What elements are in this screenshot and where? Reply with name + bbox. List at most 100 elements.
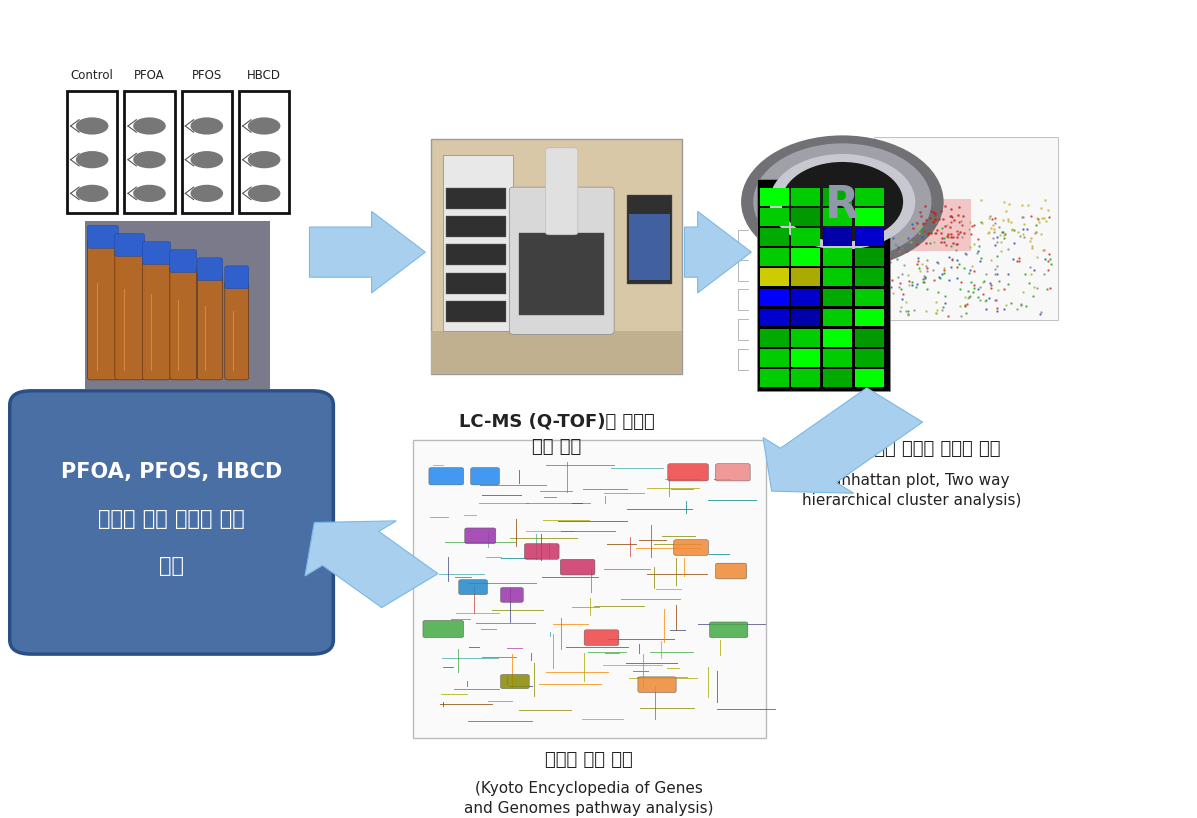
Ellipse shape xyxy=(75,151,109,169)
Ellipse shape xyxy=(248,151,280,169)
Ellipse shape xyxy=(190,151,223,169)
Text: PFOA: PFOA xyxy=(134,69,165,82)
FancyBboxPatch shape xyxy=(445,216,506,237)
FancyBboxPatch shape xyxy=(791,369,820,387)
Text: LC-MS (Q-TOF)를 이용한
시료 분석: LC-MS (Q-TOF)를 이용한 시료 분석 xyxy=(458,413,655,456)
FancyBboxPatch shape xyxy=(824,268,852,286)
FancyBboxPatch shape xyxy=(445,272,506,294)
FancyBboxPatch shape xyxy=(445,188,506,209)
FancyBboxPatch shape xyxy=(198,258,223,281)
Text: (Manhattan plot, Two way
hierarchical cluster analysis): (Manhattan plot, Two way hierarchical cl… xyxy=(802,473,1021,508)
FancyBboxPatch shape xyxy=(423,620,463,638)
FancyBboxPatch shape xyxy=(85,221,271,389)
FancyBboxPatch shape xyxy=(458,580,487,595)
FancyBboxPatch shape xyxy=(674,540,709,555)
FancyBboxPatch shape xyxy=(87,240,119,380)
FancyBboxPatch shape xyxy=(855,329,883,347)
FancyBboxPatch shape xyxy=(627,195,672,285)
FancyBboxPatch shape xyxy=(716,464,751,481)
Circle shape xyxy=(741,136,943,268)
FancyBboxPatch shape xyxy=(431,138,682,374)
FancyBboxPatch shape xyxy=(584,630,619,645)
Text: 노출에 대한 잠재적 독성: 노출에 대한 잠재적 독성 xyxy=(98,509,245,528)
FancyBboxPatch shape xyxy=(824,208,852,226)
FancyBboxPatch shape xyxy=(791,208,820,226)
Polygon shape xyxy=(762,388,923,493)
Ellipse shape xyxy=(248,185,280,202)
FancyBboxPatch shape xyxy=(182,92,232,213)
FancyBboxPatch shape xyxy=(67,92,117,213)
FancyBboxPatch shape xyxy=(760,289,789,306)
Text: Control: Control xyxy=(71,69,114,82)
FancyBboxPatch shape xyxy=(824,188,852,205)
FancyBboxPatch shape xyxy=(413,440,766,738)
FancyBboxPatch shape xyxy=(855,188,883,205)
FancyBboxPatch shape xyxy=(500,587,523,602)
FancyBboxPatch shape xyxy=(791,228,820,246)
FancyBboxPatch shape xyxy=(855,228,883,246)
FancyBboxPatch shape xyxy=(855,268,883,286)
FancyBboxPatch shape xyxy=(824,228,852,246)
FancyBboxPatch shape xyxy=(824,249,852,266)
Polygon shape xyxy=(685,211,752,293)
FancyBboxPatch shape xyxy=(115,249,145,380)
FancyBboxPatch shape xyxy=(760,369,789,387)
FancyBboxPatch shape xyxy=(198,272,223,380)
FancyBboxPatch shape xyxy=(115,234,145,256)
FancyBboxPatch shape xyxy=(754,123,1070,405)
FancyBboxPatch shape xyxy=(464,528,496,544)
FancyBboxPatch shape xyxy=(791,329,820,347)
FancyBboxPatch shape xyxy=(760,308,789,326)
FancyBboxPatch shape xyxy=(791,289,820,306)
FancyBboxPatch shape xyxy=(500,675,529,689)
Ellipse shape xyxy=(75,117,109,135)
FancyBboxPatch shape xyxy=(855,349,883,366)
FancyBboxPatch shape xyxy=(546,148,578,235)
FancyBboxPatch shape xyxy=(124,92,175,213)
Ellipse shape xyxy=(190,185,223,202)
FancyBboxPatch shape xyxy=(824,329,852,347)
FancyBboxPatch shape xyxy=(445,245,506,266)
FancyBboxPatch shape xyxy=(760,208,789,226)
Text: 시료 준비 및 추출: 시료 준비 및 추출 xyxy=(132,425,225,443)
FancyBboxPatch shape xyxy=(874,137,1058,321)
FancyBboxPatch shape xyxy=(855,249,883,266)
FancyBboxPatch shape xyxy=(239,92,290,213)
FancyBboxPatch shape xyxy=(824,308,852,326)
FancyBboxPatch shape xyxy=(225,281,249,380)
FancyBboxPatch shape xyxy=(509,187,614,335)
Text: (Kyoto Encyclopedia of Genes
and Genomes pathway analysis): (Kyoto Encyclopedia of Genes and Genomes… xyxy=(464,781,713,816)
Text: R 프로그램을 이용한 데이터 분석: R 프로그램을 이용한 데이터 분석 xyxy=(822,440,1001,458)
FancyBboxPatch shape xyxy=(791,349,820,366)
FancyBboxPatch shape xyxy=(855,289,883,306)
FancyBboxPatch shape xyxy=(824,349,852,366)
FancyBboxPatch shape xyxy=(855,208,883,226)
Text: 대사체 경로 분석: 대사체 경로 분석 xyxy=(545,751,633,769)
Text: 분석: 분석 xyxy=(159,555,184,576)
FancyBboxPatch shape xyxy=(791,188,820,205)
FancyBboxPatch shape xyxy=(791,308,820,326)
FancyBboxPatch shape xyxy=(855,369,883,387)
Polygon shape xyxy=(310,211,425,293)
FancyBboxPatch shape xyxy=(443,155,514,331)
Ellipse shape xyxy=(190,117,223,135)
Text: R: R xyxy=(825,184,859,227)
FancyBboxPatch shape xyxy=(824,369,852,387)
FancyBboxPatch shape xyxy=(524,544,559,560)
Polygon shape xyxy=(305,521,438,608)
FancyBboxPatch shape xyxy=(760,349,789,366)
FancyBboxPatch shape xyxy=(760,188,789,205)
Ellipse shape xyxy=(133,117,165,135)
FancyBboxPatch shape xyxy=(716,564,747,579)
FancyBboxPatch shape xyxy=(225,266,249,289)
Ellipse shape xyxy=(75,185,109,202)
FancyBboxPatch shape xyxy=(170,265,196,380)
FancyBboxPatch shape xyxy=(638,676,676,693)
FancyBboxPatch shape xyxy=(142,241,170,264)
Circle shape xyxy=(770,154,916,249)
Text: HBCD: HBCD xyxy=(247,69,281,82)
FancyBboxPatch shape xyxy=(760,228,789,246)
FancyBboxPatch shape xyxy=(791,268,820,286)
FancyBboxPatch shape xyxy=(760,249,789,266)
FancyBboxPatch shape xyxy=(824,289,852,306)
